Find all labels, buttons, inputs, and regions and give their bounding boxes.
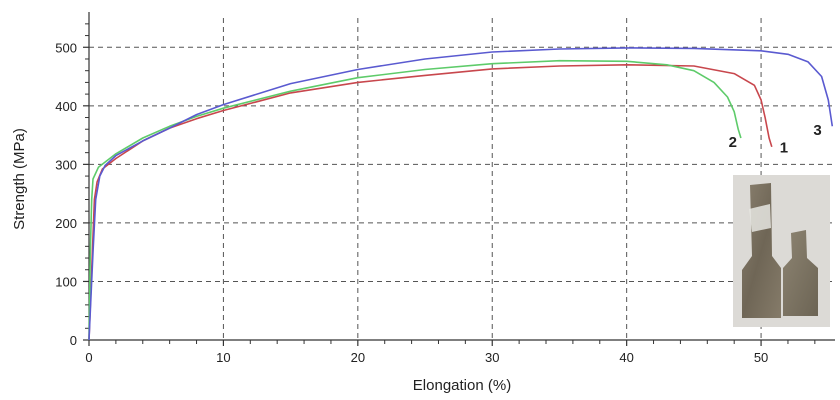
specimen-glare — [749, 204, 771, 232]
axes — [88, 12, 835, 341]
curve-label-3: 3 — [813, 122, 821, 139]
y-tick-label: 100 — [55, 274, 77, 289]
y-tick-label: 200 — [55, 216, 77, 231]
x-tick-label: 0 — [85, 350, 92, 365]
curve-label-1: 1 — [780, 140, 788, 157]
curve-label-2: 2 — [729, 134, 737, 151]
series-line-2 — [88, 59, 742, 341]
series-layer — [88, 47, 834, 341]
x-tick-label: 50 — [754, 350, 768, 365]
minor-ticks — [83, 23, 816, 346]
x-tick-label: 20 — [351, 350, 365, 365]
x-tick-label: 10 — [216, 350, 230, 365]
y-tick-label: 0 — [70, 333, 77, 348]
y-tick-label: 300 — [55, 157, 77, 172]
series-line-3 — [88, 47, 834, 341]
y-axis-title: Strength (MPa) — [11, 128, 28, 230]
curve-labels: 1 2 3 — [729, 122, 822, 157]
specimen-broken-right — [783, 230, 818, 316]
y-tick-label: 500 — [55, 40, 77, 55]
y-tick-label: 400 — [55, 99, 77, 114]
specimen-photo — [733, 175, 830, 327]
x-tick-label: 40 — [619, 350, 633, 365]
grid — [89, 18, 835, 340]
x-tick-label: 30 — [485, 350, 499, 365]
x-axis-title: Elongation (%) — [413, 377, 511, 394]
